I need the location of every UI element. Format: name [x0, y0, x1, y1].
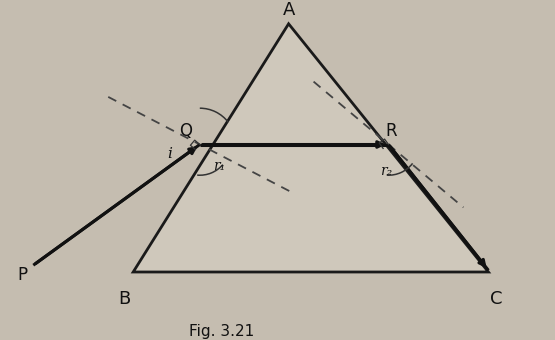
Polygon shape: [133, 24, 488, 272]
Text: C: C: [491, 290, 503, 308]
Text: R: R: [386, 122, 397, 140]
Text: A: A: [282, 1, 295, 19]
Text: Q: Q: [179, 122, 193, 140]
Text: Fig. 3.21: Fig. 3.21: [189, 324, 255, 339]
Text: r₂: r₂: [380, 164, 392, 178]
Text: r₁: r₁: [213, 158, 225, 173]
Text: i: i: [167, 147, 171, 161]
Text: P: P: [17, 267, 27, 284]
Text: B: B: [119, 290, 131, 308]
